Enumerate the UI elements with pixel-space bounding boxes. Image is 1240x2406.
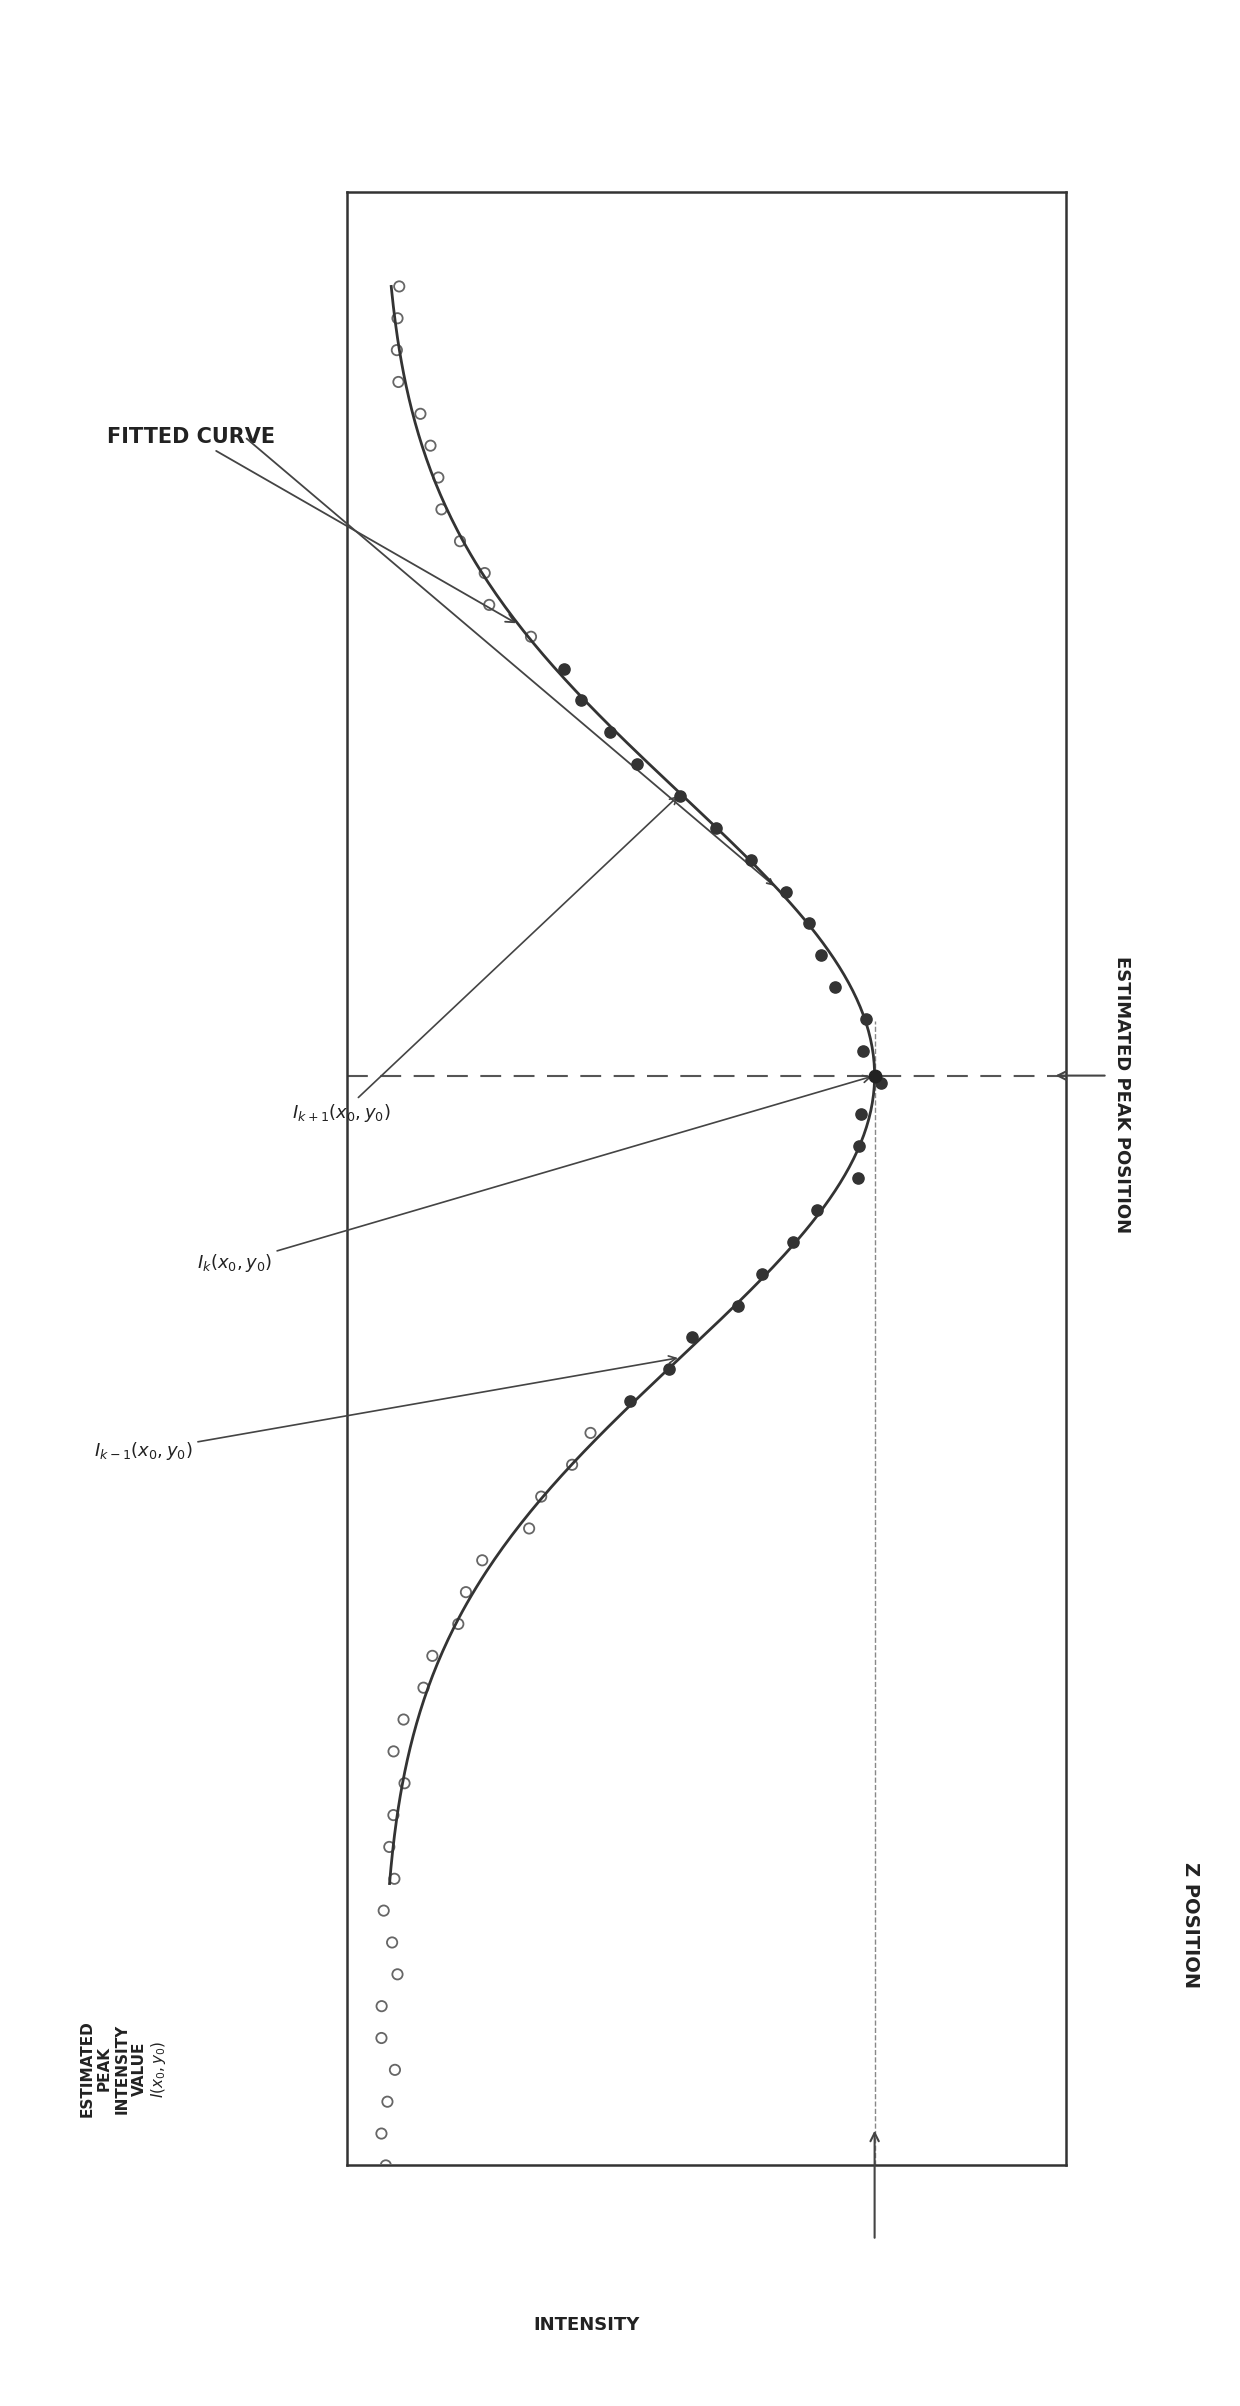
Point [410,395,430,433]
Point [853,1032,873,1071]
Point [740,840,760,878]
Point [682,1318,702,1357]
Point [394,1764,414,1802]
Point [383,1732,403,1771]
Point [848,1160,868,1198]
Point [450,522,470,561]
Point [857,998,877,1037]
Point [531,1477,551,1516]
Text: ESTIMATED PEAK POSITION: ESTIMATED PEAK POSITION [1114,955,1131,1234]
Text: Z POSITION: Z POSITION [1180,1862,1200,1987]
Point [456,1574,476,1612]
Point [388,298,408,337]
Point [387,332,407,371]
Point [373,1891,393,1930]
Point [382,1922,402,1961]
Point [521,618,541,657]
Point [429,457,449,496]
Point [386,2050,405,2088]
Point [414,1667,434,1706]
Point [423,1636,443,1675]
Point [520,1509,539,1547]
Point [449,1605,469,1643]
Point [811,936,831,974]
Point [580,1415,600,1453]
Point [784,1222,804,1261]
Point [872,1063,892,1102]
Point [776,873,796,912]
Point [379,1829,399,1867]
Text: ESTIMATED
PEAK
INTENSITY
VALUE
$I(x_0,y_0)$: ESTIMATED PEAK INTENSITY VALUE $I(x_0,y_… [79,2021,169,2117]
Text: FITTED CURVE: FITTED CURVE [108,426,515,623]
Point [475,553,495,592]
Point [472,1542,492,1581]
Point [372,1987,392,2026]
Point [432,491,451,529]
Point [372,2019,392,2057]
Point [825,967,844,1006]
Point [620,1381,640,1420]
Point [706,808,725,847]
Point [849,1126,869,1165]
Point [572,681,591,719]
Point [807,1191,827,1229]
Point [377,2084,397,2122]
Point [728,1287,748,1326]
Point [393,1701,413,1740]
Point [627,746,647,784]
Point [600,712,620,751]
Point [384,1860,404,1898]
Text: $I_{k-1}(x_0,y_0)$: $I_{k-1}(x_0,y_0)$ [94,1357,676,1463]
Point [389,267,409,306]
Point [751,1254,771,1292]
Point [388,363,408,402]
Point [554,650,574,688]
Point [372,2115,392,2153]
Point [671,777,691,816]
Point [480,585,500,623]
Point [660,1350,680,1388]
Text: $I_{k+1}(x_0,y_0)$: $I_{k+1}(x_0,y_0)$ [293,796,677,1124]
Point [852,1095,872,1133]
Point [420,426,440,464]
Point [376,2146,396,2185]
Text: INTENSITY: INTENSITY [533,2315,640,2334]
Point [383,1795,403,1833]
Point [562,1446,582,1485]
Text: $I_k(x_0,y_0)$: $I_k(x_0,y_0)$ [196,1075,870,1275]
Point [800,905,820,943]
Point [388,1956,408,1995]
